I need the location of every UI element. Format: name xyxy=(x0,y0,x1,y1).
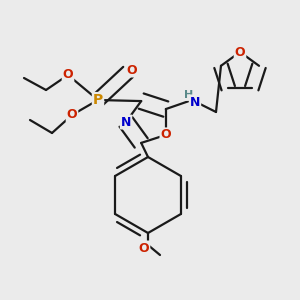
Text: O: O xyxy=(67,109,77,122)
Text: O: O xyxy=(160,128,171,141)
Text: P: P xyxy=(93,93,103,107)
Text: O: O xyxy=(139,242,149,254)
Text: N: N xyxy=(190,95,200,109)
Text: O: O xyxy=(63,68,73,82)
Text: O: O xyxy=(127,64,137,76)
Text: O: O xyxy=(235,46,245,59)
Text: H: H xyxy=(184,90,194,100)
Text: N: N xyxy=(121,116,131,128)
